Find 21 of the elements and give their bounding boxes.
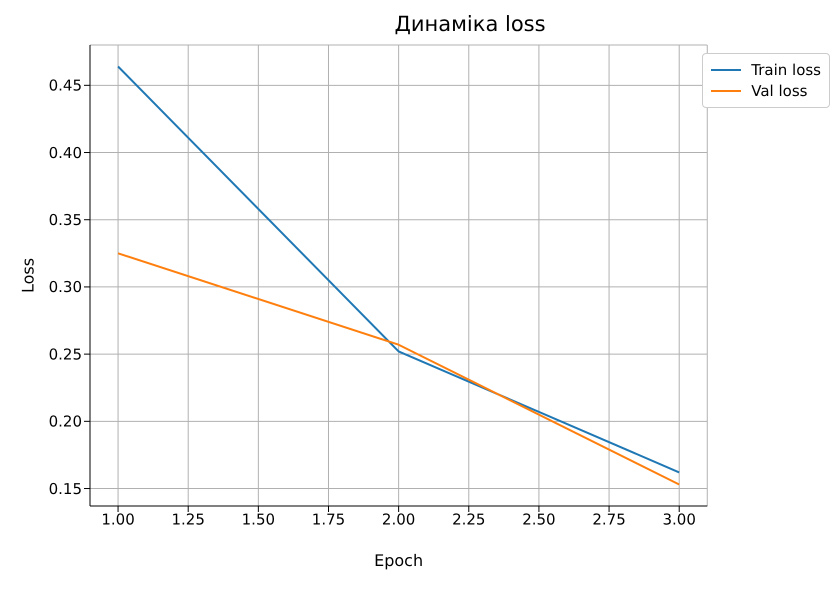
y-tick-label: 0.30: [48, 278, 82, 296]
y-tick-label: 0.20: [48, 412, 82, 431]
legend-label: Val loss: [751, 82, 808, 100]
y-tick-label: 0.40: [48, 144, 82, 162]
x-tick-label: 1.75: [312, 510, 346, 529]
x-tick-label: 2.75: [592, 510, 626, 529]
x-tick-label: 2.25: [452, 510, 486, 529]
y-tick-label: 0.25: [48, 345, 82, 364]
x-axis-title: Epoch: [374, 551, 424, 570]
chart-title: Динаміка loss: [393, 12, 547, 36]
x-tick-label: 2.00: [382, 510, 416, 529]
y-tick-label: 0.15: [48, 480, 82, 498]
x-tick-label: 1.00: [101, 510, 135, 529]
x-tick-label: 1.25: [172, 510, 205, 529]
y-tick-label: 0.35: [48, 211, 82, 230]
legend-label: Train loss: [751, 61, 821, 79]
y-axis-title: Loss: [18, 258, 38, 294]
y-tick-label: 0.45: [48, 76, 82, 95]
x-tick-label: 2.50: [522, 510, 556, 529]
x-tick-label: 3.00: [662, 510, 696, 529]
x-tick-label: 1.50: [242, 510, 276, 529]
